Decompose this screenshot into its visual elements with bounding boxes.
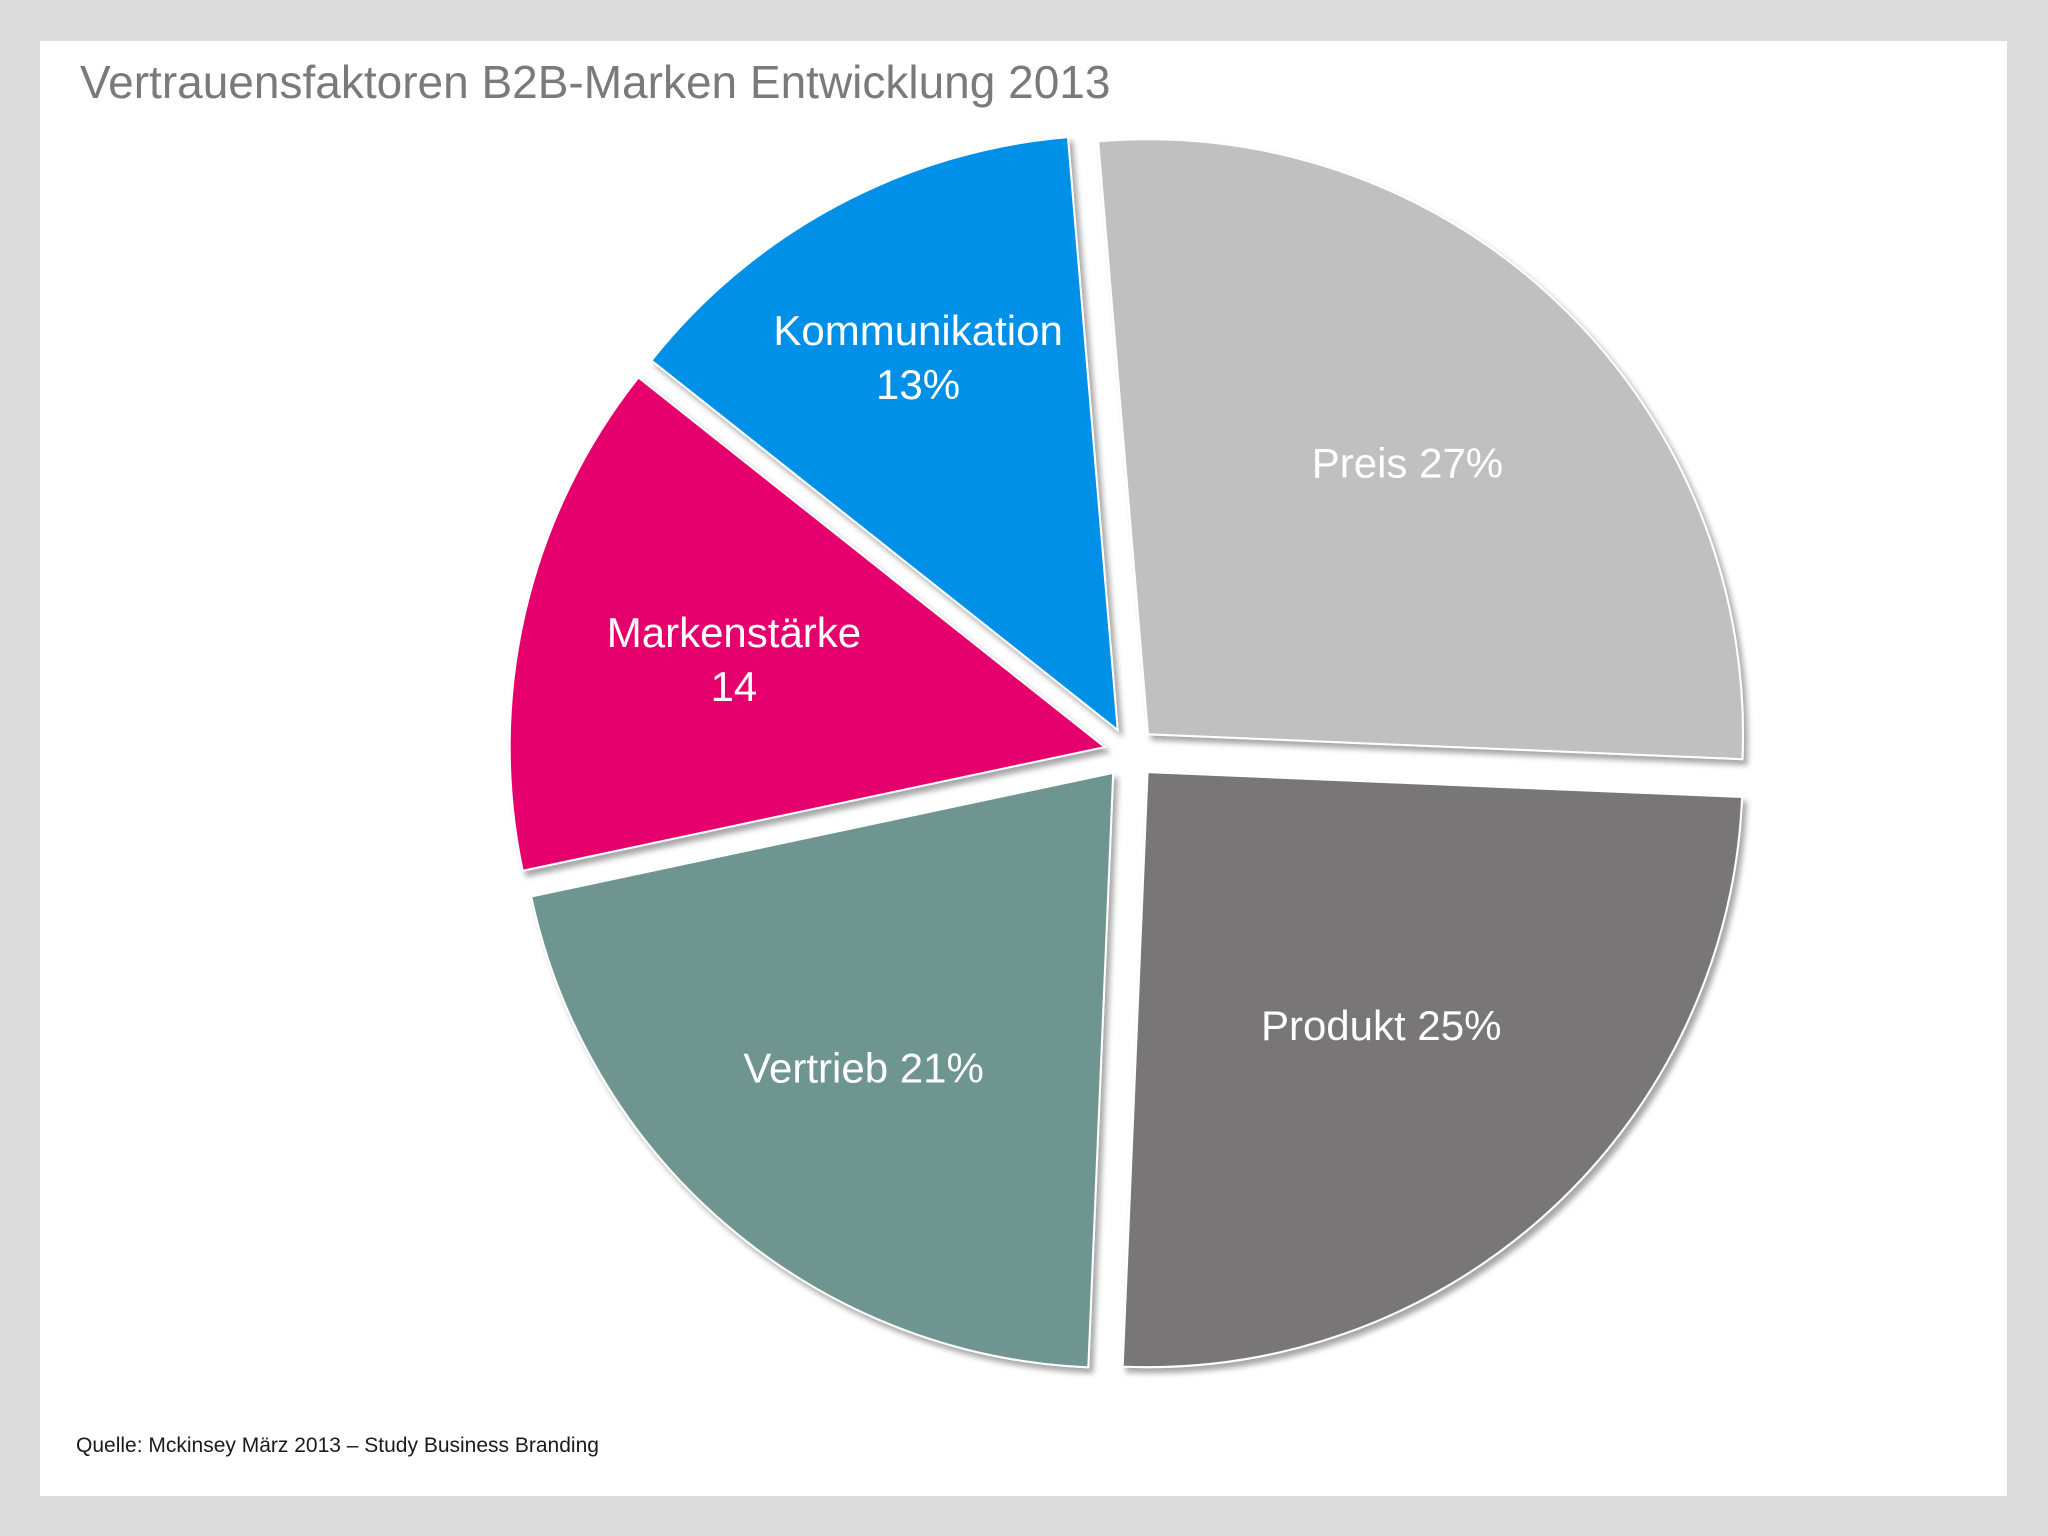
pie-slice-vertrieb — [530, 771, 1115, 1369]
slice-label-kommunikation: Kommunikation 13% — [773, 307, 1062, 408]
chart-title: Vertrauensfaktoren B2B-Marken Entwicklun… — [80, 56, 1111, 108]
source-note: Quelle: Mckinsey März 2013 – Study Busin… — [76, 1434, 599, 1457]
slice-label-vertrieb: Vertrieb 21% — [743, 1044, 983, 1091]
pie-chart: Markenstärke 14 Kommunikation 13% Preis 27% P… — [508, 136, 1744, 1369]
pie-slice-produkt — [1121, 771, 1744, 1369]
slice-label-preis: Preis 27% — [1312, 440, 1503, 487]
slice-label-markenstärke: Markenstärke 14 — [607, 609, 861, 710]
slice-label-produkt: Produkt 25% — [1261, 1002, 1501, 1049]
pie-slice-preis — [1097, 138, 1744, 761]
pie-slice-markenstärke — [508, 376, 1107, 872]
slide: Vertrauensfaktoren B2B-Marken Entwicklun… — [40, 41, 2007, 1496]
pie-slice-kommunikation — [650, 136, 1119, 733]
